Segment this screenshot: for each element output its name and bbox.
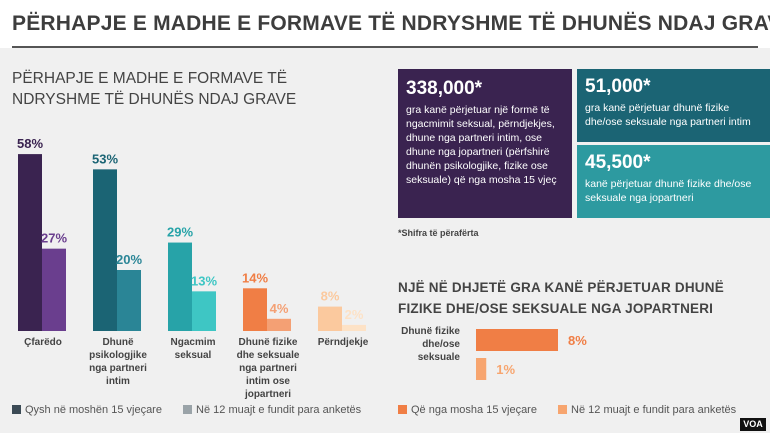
- bar-since-15-2: [168, 242, 192, 331]
- legend-label-last-12-months: Në 12 muajt e fundit para anketës: [571, 404, 737, 416]
- header-divider: [12, 46, 758, 48]
- stat-box-45500: 45,500* kanë përjetuar dhunë fizike dhe/…: [577, 145, 770, 218]
- bar-last-12-months-3: [267, 318, 291, 331]
- bar-chart: 58% 27% 53% 20% 29% 13% 14% 4% 8% 2%: [17, 136, 366, 331]
- bar-last-12-months-1: [117, 270, 141, 331]
- legend-bar-chart: Qysh në moshën 15 vjeçare Në 12 muajt e …: [12, 404, 361, 416]
- data-label-last-12-months-2: 13%: [191, 273, 217, 288]
- legend-swatch-since-15: [12, 405, 21, 414]
- bar-last-12-months-4: [342, 324, 366, 331]
- legend-horizontal-chart: Që nga mosha 15 vjeçare Në 12 muajt e fu…: [398, 404, 736, 416]
- voa-logo: VOA: [740, 418, 766, 431]
- chart-title: PËRHAPJE E MADHE E FORMAVE TË NDRYSHME T…: [12, 70, 297, 108]
- stat-number: 338,000*: [406, 78, 483, 99]
- footnote: *Shifra të përafërta: [398, 228, 479, 238]
- data-label-since-15-4: 8%: [321, 289, 340, 304]
- bar-last-12-months-2: [192, 291, 216, 331]
- horizontal-bar-chart: Dhunë fizike dhe/ose seksuale 8% 1%: [401, 326, 587, 380]
- category-label-0: Çfarëdo: [24, 337, 62, 348]
- data-label-last-12-months-3: 4%: [270, 301, 289, 316]
- category-label-4: Përndjekje: [317, 337, 369, 348]
- category-label-2: Ngacmim seksual: [170, 337, 216, 361]
- data-label-since-15-1: 53%: [92, 151, 118, 166]
- header: [0, 0, 770, 48]
- hbar-last-12-months: [476, 358, 487, 380]
- bar-since-15-1: [93, 169, 117, 331]
- data-label-since-15-3: 14%: [242, 270, 268, 285]
- data-label-since-15-2: 29%: [167, 225, 193, 240]
- hbar-since-15: [476, 329, 558, 351]
- category-label-0: Dhunë fizike dhe/ose seksuale: [401, 326, 460, 363]
- data-label-since-15-0: 58%: [17, 136, 43, 151]
- legend-label-since-15: Qysh në moshën 15 vjeçare: [25, 404, 162, 416]
- category-label-1: Dhunë psikologjike nga partneri intim: [89, 337, 147, 387]
- bar-since-15-0: [18, 154, 42, 331]
- legend-swatch-since-15: [398, 405, 407, 414]
- stat-text: gra kanë përjetuar dhunë fizike dhe/ose …: [585, 102, 751, 128]
- category-label-3: Dhunë fizike dhe seksuale nga partneri i…: [236, 337, 300, 400]
- stat-box-338000: 338,000* gra kanë përjetuar një formë të…: [398, 69, 572, 218]
- hbar-label-last-12-months: 1%: [496, 362, 515, 377]
- data-label-last-12-months-4: 2%: [345, 307, 364, 322]
- stat-text: kanë përjetuar dhunë fizike dhe/ose seks…: [585, 178, 752, 204]
- stat-number: 51,000*: [585, 76, 651, 97]
- hbar-label-since-15: 8%: [568, 333, 587, 348]
- legend-swatch-last-12-months: [558, 405, 568, 414]
- bar-last-12-months-0: [42, 248, 66, 331]
- chart2-title: NJË NË DHJETË GRA KANË PËRJETUAR DHUNË F…: [398, 280, 724, 316]
- legend-label-since-15: Që nga mosha 15 vjeçare: [411, 404, 537, 416]
- page-title: PËRHAPJE E MADHE E FORMAVE TË NDRYSHME T…: [12, 12, 770, 35]
- bar-since-15-3: [243, 288, 267, 331]
- stat-box-51000: 51,000* gra kanë përjetuar dhunë fizike …: [577, 69, 770, 142]
- legend-label-last-12-months: Në 12 muajt e fundit para anketës: [196, 404, 362, 416]
- legend-swatch-last-12-months: [183, 405, 193, 414]
- data-label-last-12-months-0: 27%: [41, 231, 67, 246]
- data-label-last-12-months-1: 20%: [116, 252, 142, 267]
- bar-since-15-4: [318, 306, 342, 331]
- stat-text: gra kanë përjetuar një formë të ngacmimi…: [406, 104, 557, 186]
- stat-number: 45,500*: [585, 152, 651, 173]
